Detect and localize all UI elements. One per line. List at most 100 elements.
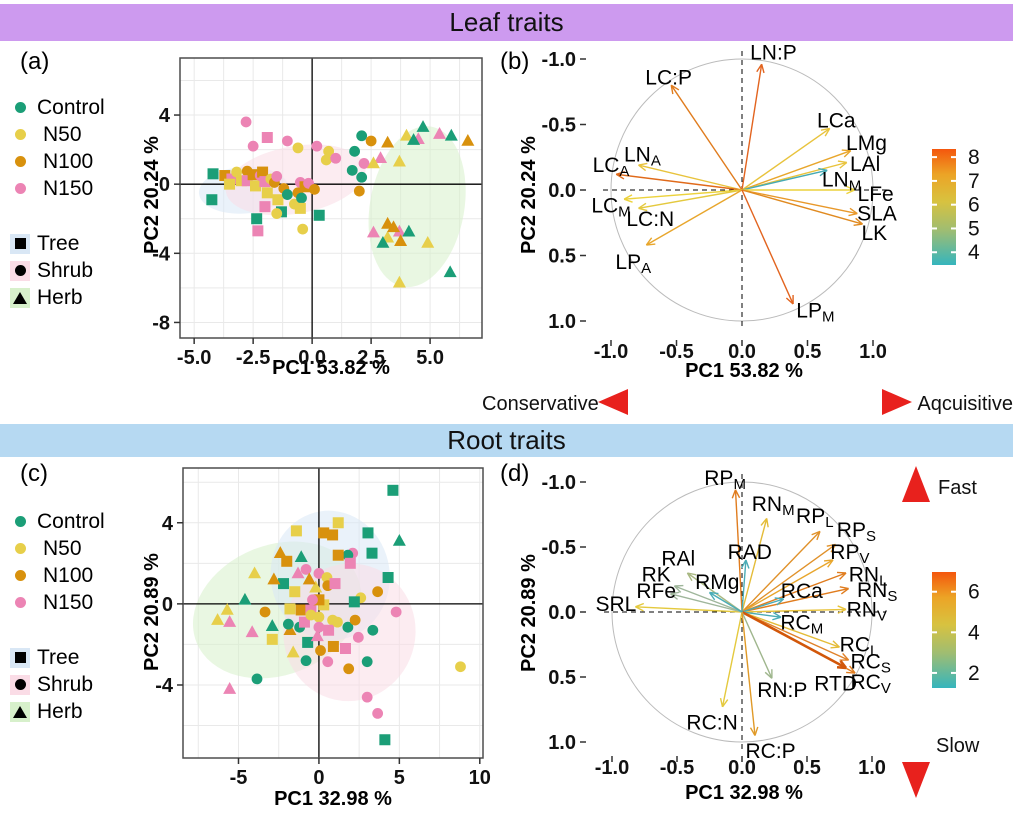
svg-text:0.5: 0.5	[548, 246, 576, 268]
svg-text:2.5: 2.5	[357, 347, 385, 369]
panel-label-b: (b)	[500, 48, 530, 75]
loading-label-rc-n: RC:N	[686, 712, 737, 735]
axis-label-pc1-c: PC1 32.98 %	[274, 788, 392, 810]
axis-label-pc2-d: PC2 20.89 %	[518, 554, 540, 672]
loading-label-ral: RAl	[661, 548, 695, 571]
svg-text:1.0: 1.0	[548, 732, 576, 754]
treatment-dot-icon	[10, 516, 30, 527]
legend-leaf: Control N50 N100 N150 Tree Shrub Herb	[10, 94, 105, 311]
svg-text:1.0: 1.0	[548, 311, 576, 333]
svg-text:0.0: 0.0	[728, 757, 756, 779]
loading-label-lk: LK	[861, 222, 887, 245]
legend-label: Tree	[37, 645, 80, 669]
loading-label-rad: RAD	[728, 541, 772, 564]
loading-label-rca: RCa	[781, 580, 823, 603]
loading-label-ln-p: LN:P	[750, 41, 797, 64]
loading-label-rnv: RNV	[847, 598, 887, 624]
svg-text:6: 6	[968, 194, 980, 217]
svg-text:4: 4	[968, 241, 980, 264]
axis-label-pc1-a: PC1 53.82 %	[272, 357, 390, 379]
legend-item-herb: Herb	[10, 698, 105, 725]
acquisitive-label: Aqcuisitive	[917, 393, 1013, 415]
svg-text:0.5: 0.5	[793, 757, 821, 779]
svg-text:-1.0: -1.0	[595, 757, 629, 779]
svg-text:0.5: 0.5	[548, 667, 576, 689]
legend-label: Shrub	[37, 258, 94, 282]
triangle-icon	[10, 701, 30, 722]
square-icon	[10, 647, 30, 668]
fast-slow-axis: Fast Slow	[902, 466, 980, 798]
loading-label-lna: LNA	[624, 144, 661, 170]
svg-text:-0.5: -0.5	[542, 115, 576, 137]
fast-label: Fast	[938, 477, 977, 499]
legend-item-n50: N50	[10, 535, 105, 562]
panel-label-c: (c)	[20, 460, 48, 487]
loading-label-rcs: RCS	[851, 650, 891, 676]
svg-text:-0.5: -0.5	[660, 757, 694, 779]
loading-label-srl: SRL	[595, 593, 636, 616]
legend-label: N50	[43, 536, 82, 560]
loading-label-rk: RK	[642, 563, 671, 586]
legend-label: Herb	[37, 699, 83, 723]
legend-label: N150	[43, 176, 94, 200]
svg-text:7: 7	[968, 170, 980, 193]
axis-label-pc1-d: PC1 32.98 %	[685, 782, 803, 804]
svg-text:10: 10	[469, 767, 491, 789]
loading-label-rc-p: RC:P	[746, 740, 796, 763]
panel-label-d: (d)	[500, 460, 530, 487]
pca-scatter-root: -5 0 5 10 4 0 -4	[155, 467, 491, 789]
svg-text:5: 5	[968, 217, 980, 240]
axis-label-pc2-b: PC2 20.24 %	[518, 136, 540, 254]
treatment-dot-icon	[10, 156, 30, 167]
pca-loading-leaf: -1.0 1.0 -0.5 0.5 0.0 0.0 0.5 -0.5 1.0 -1.0 LN:P LC…	[542, 41, 897, 363]
svg-text:2: 2	[968, 662, 980, 685]
slow-label: Slow	[936, 735, 980, 757]
loading-label-sla: SLA	[857, 203, 897, 226]
loading-label-lc-n: LC:N	[626, 208, 674, 231]
legend-item-shrub: Shrub	[10, 671, 105, 698]
legend-label: Control	[37, 509, 105, 533]
panel-label-a: (a)	[20, 48, 50, 75]
svg-text:-4: -4	[155, 675, 174, 697]
svg-text:-1.0: -1.0	[542, 49, 576, 71]
loading-label-lpm: LPM	[796, 300, 834, 326]
legend-label: Herb	[37, 285, 83, 309]
loading-label-rmg: RMg	[695, 571, 739, 594]
treatment-dot-icon	[10, 183, 30, 194]
svg-text:5: 5	[394, 767, 405, 789]
svg-text:5.0: 5.0	[416, 347, 444, 369]
circle-icon	[10, 674, 30, 695]
legend-item-n150: N150	[10, 175, 105, 202]
svg-text:0.0: 0.0	[548, 602, 576, 624]
svg-text:4: 4	[162, 513, 174, 535]
svg-text:4: 4	[968, 621, 980, 644]
loading-label-rpl: RPL	[796, 505, 834, 531]
legend-item-n150: N150	[10, 589, 105, 616]
legend-item-tree: Tree	[10, 644, 105, 671]
svg-text:-4: -4	[152, 243, 171, 265]
root-traits-header: Root traits	[0, 424, 1013, 457]
legend-item-n50: N50	[10, 121, 105, 148]
loading-label-rfe: RFe	[636, 580, 676, 603]
loading-label-rnm: RNM	[752, 493, 795, 519]
legend-label: N50	[43, 122, 82, 146]
legend-item-herb: Herb	[10, 284, 105, 311]
svg-text:-0.5: -0.5	[542, 537, 576, 559]
loading-label-rps: RPS	[837, 519, 876, 545]
conservative-acquisitive-axis: Conservative Aqcuisitive	[482, 389, 1013, 415]
svg-text:0: 0	[313, 767, 324, 789]
pca-scatter-leaf: -5.0 -2.5 0.0 2.5 5.0 4 0 -4 -8	[152, 57, 483, 369]
svg-text:0.0: 0.0	[548, 180, 576, 202]
treatment-dot-icon	[10, 102, 30, 113]
svg-text:-1.0: -1.0	[542, 472, 576, 494]
loading-label-lcm: LCM	[591, 195, 630, 221]
svg-text:0: 0	[162, 594, 173, 616]
triangle-icon	[10, 287, 30, 308]
loading-label-lmg: LMg	[846, 132, 887, 155]
loading-label-lca: LCa	[817, 110, 856, 133]
svg-text:-0.5: -0.5	[659, 341, 693, 363]
loading-label-rnl: RNL	[849, 563, 888, 589]
svg-text:-5.0: -5.0	[177, 347, 211, 369]
